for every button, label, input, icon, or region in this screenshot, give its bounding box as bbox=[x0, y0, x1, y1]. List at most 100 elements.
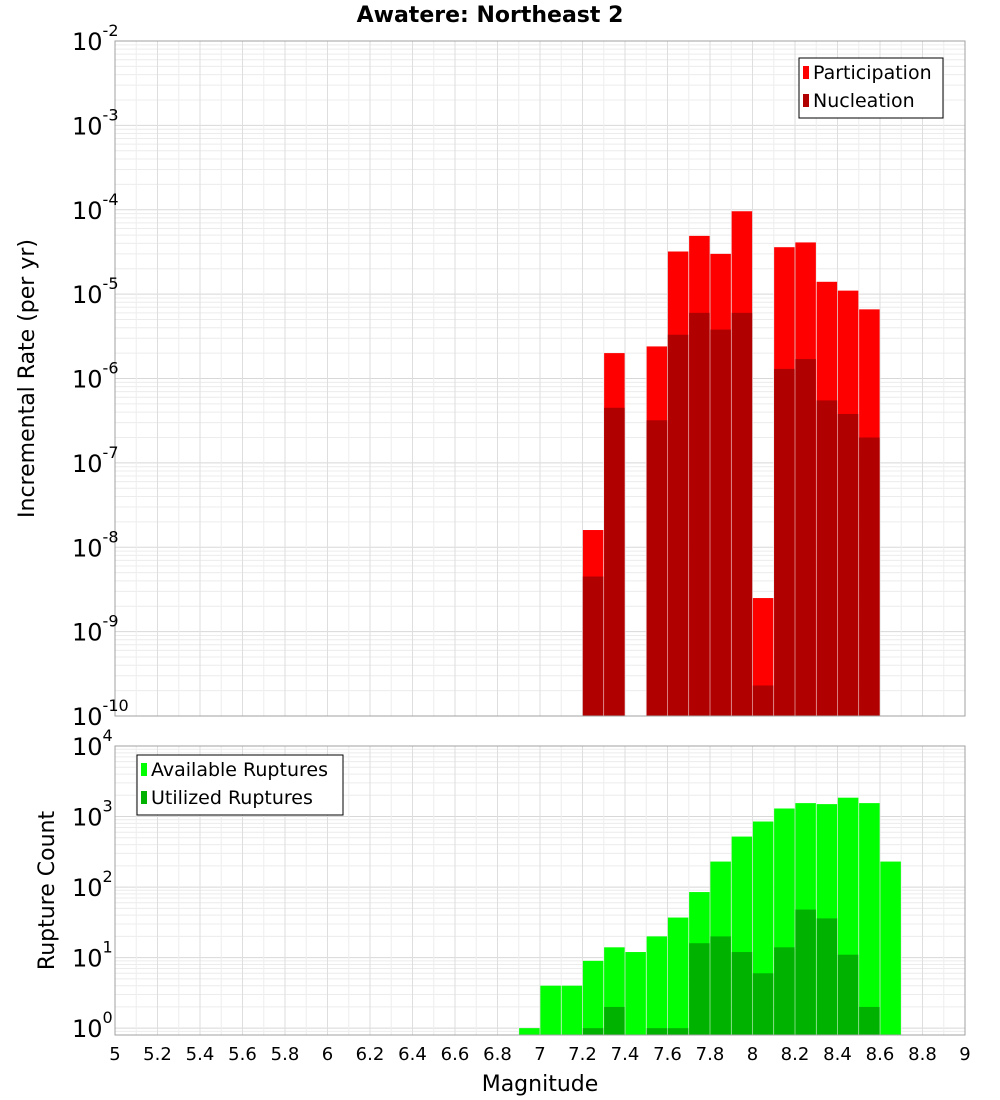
y-tick-exponent: 4 bbox=[103, 726, 113, 745]
x-tick-label: 7 bbox=[534, 1044, 545, 1065]
y-tick-label: 10-4 bbox=[72, 190, 119, 225]
y-tick-exponent: -7 bbox=[103, 443, 119, 462]
y-tick-label: 101 bbox=[72, 938, 113, 973]
bar bbox=[816, 400, 838, 716]
bar bbox=[710, 329, 731, 716]
y-tick-base: 10 bbox=[72, 733, 103, 761]
y-tick-exponent: -10 bbox=[103, 696, 129, 715]
legend-swatch bbox=[803, 66, 809, 79]
y-tick-exponent: 0 bbox=[103, 1008, 113, 1027]
bar bbox=[859, 1006, 880, 1035]
bar bbox=[604, 1006, 625, 1035]
x-tick-label: 8.6 bbox=[866, 1044, 895, 1065]
bar bbox=[795, 909, 816, 1035]
x-tick-label: 8.4 bbox=[823, 1044, 852, 1065]
y-tick-exponent: -8 bbox=[103, 527, 119, 546]
x-tick-label: 8.8 bbox=[908, 1044, 937, 1065]
y-tick-label: 10-10 bbox=[72, 696, 129, 731]
bar bbox=[540, 985, 561, 1035]
bar bbox=[774, 368, 795, 716]
legend-label: Participation bbox=[813, 62, 932, 84]
bar bbox=[859, 803, 880, 1035]
series-nucleation bbox=[582, 312, 880, 716]
x-tick-label: 6.2 bbox=[356, 1044, 385, 1065]
bar bbox=[837, 413, 859, 716]
x-tick-label: 6.4 bbox=[398, 1044, 427, 1065]
bar bbox=[582, 960, 604, 1035]
legend-label: Available Ruptures bbox=[151, 759, 328, 781]
y-tick-base: 10 bbox=[72, 112, 103, 140]
x-tick-label: 5.6 bbox=[228, 1044, 257, 1065]
bar bbox=[646, 1028, 668, 1035]
bar bbox=[774, 947, 795, 1035]
y-tick-base: 10 bbox=[72, 804, 103, 832]
bar bbox=[689, 943, 710, 1035]
y-tick-base: 10 bbox=[72, 197, 103, 225]
legend: Available Ruptures Utilized Ruptures bbox=[136, 754, 344, 816]
y-tick-exponent: -9 bbox=[103, 612, 119, 631]
x-tick-label: 7.8 bbox=[696, 1044, 725, 1065]
x-tick-label: 6.8 bbox=[483, 1044, 512, 1065]
bar bbox=[752, 973, 774, 1035]
legend-swatch bbox=[141, 791, 147, 804]
bar bbox=[667, 334, 689, 716]
y-tick-label: 10-7 bbox=[72, 443, 119, 478]
x-tick-label: 5.4 bbox=[186, 1044, 215, 1065]
bar bbox=[582, 576, 604, 716]
y-tick-label: 10-9 bbox=[72, 612, 119, 647]
legend-box bbox=[136, 754, 344, 816]
x-tick-label: 5.8 bbox=[271, 1044, 300, 1065]
bar bbox=[561, 985, 583, 1035]
y-tick-base: 10 bbox=[72, 1015, 103, 1043]
bar bbox=[795, 359, 816, 716]
y-tick-label: 104 bbox=[72, 726, 113, 761]
plot-frame bbox=[114, 745, 966, 1036]
y-tick-exponent: -6 bbox=[103, 359, 119, 378]
bar bbox=[625, 952, 646, 1035]
series-utilized-ruptures bbox=[582, 909, 880, 1035]
x-tick-label: 8.2 bbox=[781, 1044, 810, 1065]
bar bbox=[731, 952, 753, 1035]
y-axis-label: Incremental Rate (per yr) bbox=[15, 239, 40, 518]
x-tick-label: 7.2 bbox=[568, 1044, 597, 1065]
y-tick-base: 10 bbox=[72, 945, 103, 973]
legend-label: Nucleation bbox=[813, 90, 915, 112]
y-tick-base: 10 bbox=[72, 450, 103, 478]
y-tick-exponent: -2 bbox=[103, 21, 119, 40]
grid-lines bbox=[114, 41, 966, 717]
legend-label: Utilized Ruptures bbox=[151, 787, 313, 809]
bar bbox=[816, 918, 838, 1035]
plot-frame bbox=[114, 40, 966, 717]
y-tick-label: 10-2 bbox=[72, 21, 119, 56]
rate-plot: 10-1010-910-810-710-610-510-410-310-2Inc… bbox=[15, 21, 966, 731]
chart-title: Awatere: Northeast 2 bbox=[357, 3, 624, 28]
bar bbox=[604, 407, 625, 716]
x-tick-label: 6.6 bbox=[441, 1044, 470, 1065]
y-tick-label: 10-6 bbox=[72, 359, 119, 394]
x-tick-label: 7.4 bbox=[611, 1044, 640, 1065]
bar bbox=[646, 936, 668, 1035]
y-tick-label: 102 bbox=[72, 867, 113, 902]
x-tick-label: 5.2 bbox=[143, 1044, 172, 1065]
bar bbox=[519, 1028, 540, 1035]
y-tick-label: 10-5 bbox=[72, 274, 119, 309]
legend-swatch bbox=[803, 94, 809, 107]
y-tick-base: 10 bbox=[72, 619, 103, 647]
y-tick-base: 10 bbox=[72, 366, 103, 394]
bar bbox=[731, 312, 753, 716]
y-tick-exponent: 3 bbox=[103, 797, 113, 816]
bar bbox=[710, 936, 731, 1035]
y-tick-base: 10 bbox=[72, 534, 103, 562]
y-tick-label: 10-3 bbox=[72, 105, 119, 140]
bar bbox=[667, 917, 689, 1035]
y-tick-exponent: 2 bbox=[103, 867, 113, 886]
x-tick-label: 7.6 bbox=[653, 1044, 682, 1065]
bar bbox=[582, 1028, 604, 1035]
y-tick-base: 10 bbox=[72, 703, 103, 731]
y-tick-base: 10 bbox=[72, 281, 103, 309]
x-axis-label: Magnitude bbox=[482, 1072, 599, 1097]
x-tick-label: 9 bbox=[959, 1044, 970, 1065]
bar bbox=[689, 312, 710, 716]
